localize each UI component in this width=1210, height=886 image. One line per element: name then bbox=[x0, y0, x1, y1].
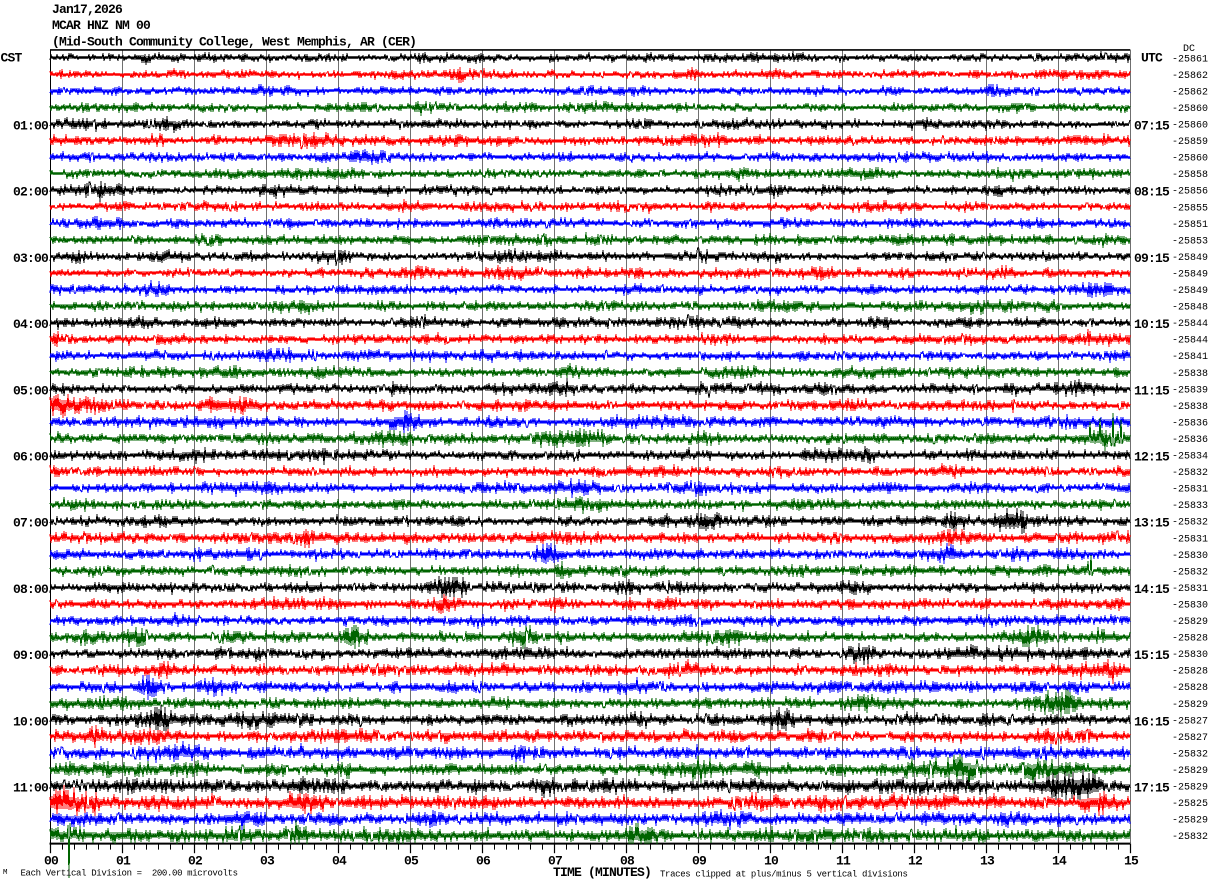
svg-text:06: 06 bbox=[476, 854, 491, 869]
svg-text:-25851: -25851 bbox=[1172, 220, 1208, 231]
svg-text:11:15: 11:15 bbox=[1134, 383, 1170, 398]
svg-text:-25830: -25830 bbox=[1172, 650, 1208, 661]
svg-text:-25844: -25844 bbox=[1172, 336, 1208, 347]
svg-text:09:15: 09:15 bbox=[1134, 251, 1170, 266]
svg-text:-25838: -25838 bbox=[1172, 369, 1208, 380]
svg-text:14:15: 14:15 bbox=[1134, 582, 1170, 597]
svg-text:(Mid-South Community College,: (Mid-South Community College, West Memph… bbox=[52, 34, 416, 49]
svg-text:-25862: -25862 bbox=[1172, 71, 1208, 82]
svg-text:-25828: -25828 bbox=[1172, 667, 1208, 678]
svg-text:-25858: -25858 bbox=[1172, 170, 1208, 181]
svg-text:10:00: 10:00 bbox=[13, 714, 49, 729]
svg-text:-25829: -25829 bbox=[1172, 816, 1208, 827]
svg-text:-25861: -25861 bbox=[1172, 54, 1208, 65]
svg-text:08:15: 08:15 bbox=[1134, 185, 1170, 200]
svg-text:-25832: -25832 bbox=[1172, 518, 1208, 529]
svg-text:12:15: 12:15 bbox=[1134, 450, 1170, 465]
svg-text:09:00: 09:00 bbox=[13, 648, 49, 663]
svg-text:05: 05 bbox=[404, 854, 419, 869]
svg-text:-25827: -25827 bbox=[1172, 716, 1208, 727]
svg-text:11: 11 bbox=[836, 854, 851, 869]
svg-text:07:15: 07:15 bbox=[1134, 119, 1170, 134]
svg-text:03: 03 bbox=[260, 854, 275, 869]
svg-text:UTC: UTC bbox=[1141, 51, 1163, 66]
svg-text:-25829: -25829 bbox=[1172, 766, 1208, 777]
svg-text:15: 15 bbox=[1124, 854, 1139, 869]
svg-text:07: 07 bbox=[548, 854, 562, 869]
svg-text:10:15: 10:15 bbox=[1134, 317, 1170, 332]
svg-text:00: 00 bbox=[44, 854, 59, 869]
svg-text:01:00: 01:00 bbox=[13, 119, 49, 134]
svg-text:-25838: -25838 bbox=[1172, 402, 1208, 413]
svg-text:TIME (MINUTES): TIME (MINUTES) bbox=[553, 865, 651, 880]
svg-text:-25849: -25849 bbox=[1172, 253, 1208, 264]
svg-text:-25853: -25853 bbox=[1172, 236, 1208, 247]
svg-text:02: 02 bbox=[188, 854, 203, 869]
svg-text:-25849: -25849 bbox=[1172, 269, 1208, 280]
svg-text:-25862: -25862 bbox=[1172, 87, 1208, 98]
svg-text:-25834: -25834 bbox=[1172, 452, 1208, 463]
svg-text:08: 08 bbox=[620, 854, 635, 869]
svg-text:-25832: -25832 bbox=[1172, 749, 1208, 760]
svg-text:-25828: -25828 bbox=[1172, 634, 1208, 645]
svg-text:-25833: -25833 bbox=[1172, 501, 1208, 512]
svg-text:-25831: -25831 bbox=[1172, 584, 1208, 595]
svg-text:-25860: -25860 bbox=[1172, 154, 1208, 165]
svg-text:-25830: -25830 bbox=[1172, 551, 1208, 562]
svg-text:Jan17,2026: Jan17,2026 bbox=[52, 2, 123, 17]
svg-text:-25832: -25832 bbox=[1172, 567, 1208, 578]
svg-text:-25831: -25831 bbox=[1172, 485, 1208, 496]
svg-text:Traces clipped at plus/minus 5: Traces clipped at plus/minus 5 vertical … bbox=[660, 870, 908, 880]
svg-text:-25832: -25832 bbox=[1172, 832, 1208, 843]
svg-text:02:00: 02:00 bbox=[13, 185, 49, 200]
svg-text:-25844: -25844 bbox=[1172, 319, 1208, 330]
svg-text:13: 13 bbox=[980, 854, 995, 869]
svg-text:14: 14 bbox=[1052, 854, 1067, 869]
svg-text:07:00: 07:00 bbox=[13, 516, 49, 531]
svg-text:-25856: -25856 bbox=[1172, 187, 1208, 198]
svg-text:MCAR HNZ NM 00: MCAR HNZ NM 00 bbox=[52, 18, 151, 33]
svg-text:-25832: -25832 bbox=[1172, 468, 1208, 479]
svg-text:-25829: -25829 bbox=[1172, 783, 1208, 794]
svg-text:-25860: -25860 bbox=[1172, 121, 1208, 132]
svg-text:-25829: -25829 bbox=[1172, 700, 1208, 711]
svg-text:-25836: -25836 bbox=[1172, 435, 1208, 446]
svg-text:04: 04 bbox=[332, 854, 347, 869]
svg-text:-25825: -25825 bbox=[1172, 799, 1208, 810]
svg-text:12: 12 bbox=[908, 854, 923, 869]
svg-text:CST: CST bbox=[1, 51, 23, 66]
svg-text:01: 01 bbox=[116, 854, 131, 869]
svg-text:-25848: -25848 bbox=[1172, 303, 1208, 314]
svg-text:06:00: 06:00 bbox=[13, 450, 49, 465]
svg-text:-25830: -25830 bbox=[1172, 600, 1208, 611]
svg-text:10: 10 bbox=[764, 854, 779, 869]
svg-text:04:00: 04:00 bbox=[13, 317, 49, 332]
svg-text:-25831: -25831 bbox=[1172, 534, 1208, 545]
svg-text:03:00: 03:00 bbox=[13, 251, 49, 266]
svg-text:09: 09 bbox=[692, 854, 707, 869]
svg-text:-25829: -25829 bbox=[1172, 617, 1208, 628]
svg-text:16:15: 16:15 bbox=[1134, 714, 1170, 729]
svg-text:-25859: -25859 bbox=[1172, 137, 1208, 148]
svg-text:-25836: -25836 bbox=[1172, 418, 1208, 429]
svg-text:17:15: 17:15 bbox=[1134, 781, 1170, 796]
svg-text:13:15: 13:15 bbox=[1134, 516, 1170, 531]
svg-text:-25839: -25839 bbox=[1172, 385, 1208, 396]
svg-text:-25828: -25828 bbox=[1172, 683, 1208, 694]
svg-text:11:00: 11:00 bbox=[13, 781, 49, 796]
svg-text:Each Vertical Division = 200.: Each Vertical Division = 200.00 microvol… bbox=[21, 869, 238, 879]
svg-text:M: M bbox=[3, 869, 8, 877]
svg-text:-25855: -25855 bbox=[1172, 203, 1208, 214]
svg-text:05:00: 05:00 bbox=[13, 383, 49, 398]
svg-text:-25860: -25860 bbox=[1172, 104, 1208, 115]
svg-text:08:00: 08:00 bbox=[13, 582, 49, 597]
svg-text:-25849: -25849 bbox=[1172, 286, 1208, 297]
svg-text:15:15: 15:15 bbox=[1134, 648, 1170, 663]
svg-text:DC: DC bbox=[1183, 44, 1195, 55]
svg-text:-25841: -25841 bbox=[1172, 352, 1208, 363]
svg-text:-25827: -25827 bbox=[1172, 733, 1208, 744]
